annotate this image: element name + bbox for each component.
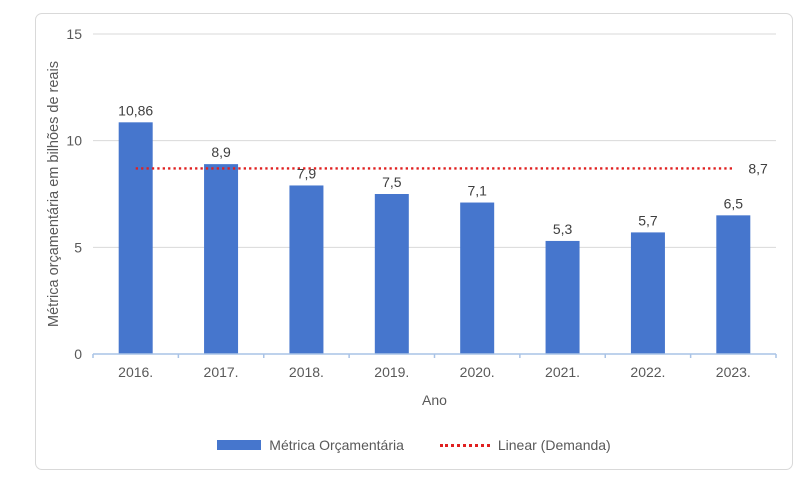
category-label: 2019. [374,364,409,380]
bar-chart-plot: 0 5 10 15 2016. 2017. 2018. 2019. 2020. 2021. 2022… [66,26,777,380]
category-label: 2022. [630,364,665,380]
bar-value-label: 10,86 [118,102,153,118]
category-label: 2018. [289,364,324,380]
bar-2022 [630,232,665,354]
bar-value-label: 5,7 [638,212,658,228]
bar-value-label: 7,5 [382,174,402,190]
chart-frame: Métrica orçamentária em bilhões de reais… [35,13,793,470]
bar-2017 [204,164,239,354]
bar-2020 [460,202,495,354]
category-label: 2016. [118,364,153,380]
legend-item-linear: Linear (Demanda) [439,437,611,453]
bar-value-label: 5,3 [553,221,573,237]
bar-value-label: 6,5 [724,195,744,211]
legend-item-label: Métrica Orçamentária [269,437,404,453]
bar-value-label: 8,9 [211,144,231,160]
legend-bar-swatch-icon [217,440,262,450]
bar-2023 [716,215,751,354]
category-label: 2021. [545,364,580,380]
y-tick-label: 10 [66,133,82,149]
legend-item-label: Linear (Demanda) [497,437,611,453]
category-label: 2020. [460,364,495,380]
x-axis-title: Ano [422,392,447,408]
bar-2018 [289,185,324,354]
y-tick-label: 15 [66,26,82,42]
category-label: 2023. [716,364,751,380]
legend-dotted-line-swatch-icon [439,443,490,447]
bar-2021 [545,240,580,354]
category-label: 2017. [204,364,239,380]
legend-item-metrica: Métrica Orçamentária [217,437,404,453]
bar-2016 [118,122,153,354]
y-tick-label: 5 [74,239,82,255]
bar-value-label: 7,1 [467,183,487,199]
bar-value-label: 7,9 [297,165,317,181]
trendline-value-label: 8,7 [748,160,768,176]
y-tick-label: 0 [74,346,82,362]
bar-2019 [374,194,409,354]
legend: Métrica Orçamentária Linear (Demanda) [36,437,792,453]
